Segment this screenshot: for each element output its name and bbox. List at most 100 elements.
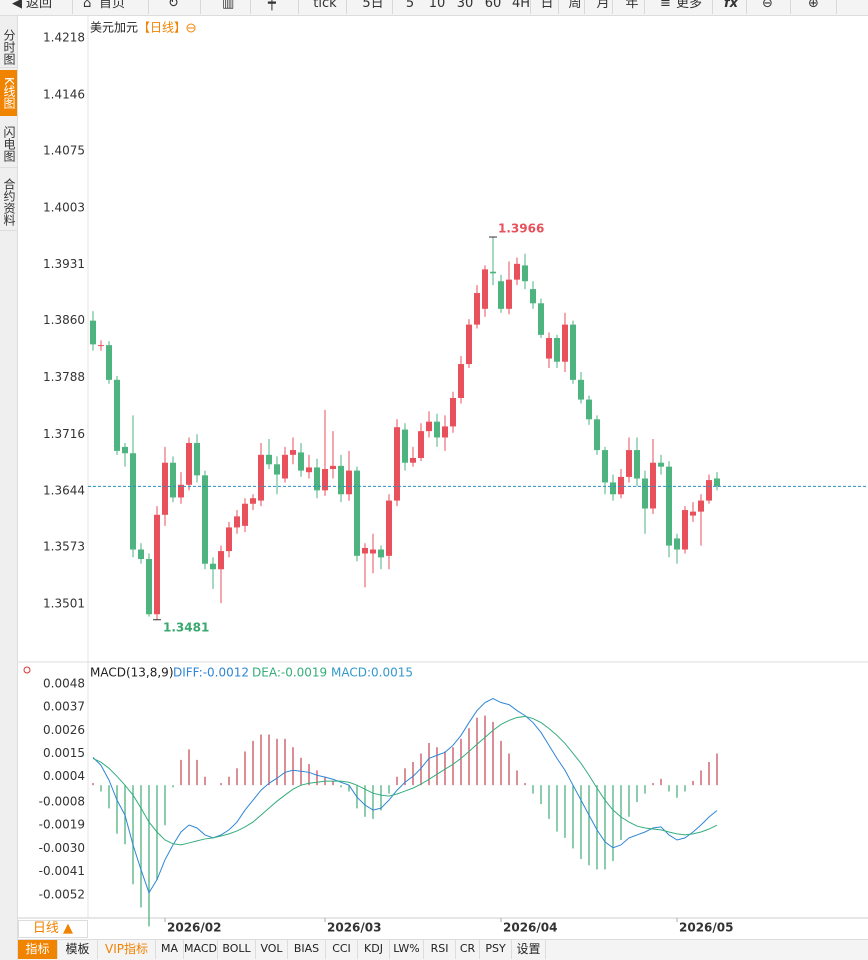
candle-body bbox=[122, 446, 128, 454]
bottom-tab[interactable]: VIP指标 bbox=[98, 940, 156, 959]
chart-title: 美元加元 bbox=[90, 21, 138, 35]
y-tick-label: 1.3573 bbox=[43, 540, 85, 554]
candle-body bbox=[610, 482, 616, 495]
candle-body bbox=[626, 450, 632, 477]
candle-body bbox=[138, 549, 144, 559]
candle-body bbox=[106, 345, 112, 380]
candle-body bbox=[522, 265, 528, 282]
y-tick-label: 1.3788 bbox=[43, 370, 85, 384]
side-tab[interactable]: 闪电图 bbox=[0, 120, 17, 168]
bottom-tab[interactable]: RSI bbox=[424, 940, 456, 959]
candle-body bbox=[594, 419, 600, 451]
bottom-tab[interactable]: 设置 bbox=[512, 940, 546, 959]
side-tab[interactable]: 合约资料 bbox=[0, 173, 17, 231]
candle-body bbox=[690, 511, 696, 516]
candle-body bbox=[186, 442, 192, 485]
toolbar-button[interactable]: 5日 bbox=[362, 0, 384, 11]
toolbar-button[interactable]: 月 bbox=[596, 0, 610, 11]
legend-label: MACD:0.0015 bbox=[331, 666, 413, 680]
candle-body bbox=[146, 558, 152, 615]
toolbar-button[interactable]: tick bbox=[313, 0, 337, 11]
bottom-tab[interactable]: CCI bbox=[326, 940, 358, 959]
candle-body bbox=[274, 464, 280, 475]
toolbar-separator bbox=[392, 0, 393, 14]
candle-body bbox=[98, 345, 104, 347]
candle-body bbox=[474, 293, 480, 325]
toolbar-icon[interactable]: ≡ bbox=[660, 0, 671, 11]
toolbar-button[interactable]: 年 bbox=[625, 0, 639, 11]
toolbar-icon[interactable]: ↻ bbox=[168, 0, 179, 11]
candle-body bbox=[706, 480, 712, 501]
candle-body bbox=[554, 338, 560, 362]
candle-body bbox=[586, 399, 592, 420]
toolbar-button[interactable]: 首页 bbox=[98, 0, 125, 11]
toolbar-button[interactable]: 10 bbox=[428, 0, 446, 11]
candle-body bbox=[682, 510, 688, 550]
candle-body bbox=[714, 478, 720, 487]
candle-body bbox=[674, 538, 680, 550]
candle-body bbox=[634, 450, 640, 479]
macd-line bbox=[92, 697, 718, 894]
bottom-tab[interactable]: 模板 bbox=[58, 940, 98, 959]
bottom-tab[interactable]: VOL bbox=[256, 940, 288, 959]
collapse-icon[interactable] bbox=[186, 23, 196, 33]
candle-body bbox=[538, 303, 544, 335]
toolbar-button[interactable]: 返回 bbox=[25, 0, 52, 11]
bottom-tab[interactable]: KDJ bbox=[358, 940, 390, 959]
bottom-tab[interactable]: MACD bbox=[184, 940, 218, 959]
bottom-tab[interactable]: 指标 bbox=[18, 940, 58, 959]
candle-body bbox=[618, 476, 624, 495]
toolbar-button[interactable]: 60 bbox=[484, 0, 502, 11]
toolbar-icon[interactable]: ⊖ bbox=[762, 0, 773, 11]
macd-line bbox=[92, 715, 718, 846]
candle-body bbox=[378, 549, 384, 558]
toolbar-separator bbox=[200, 0, 201, 14]
y-tick-label: -0.0019 bbox=[39, 818, 85, 832]
candle-body bbox=[90, 320, 96, 345]
candle-body bbox=[282, 454, 288, 479]
toolbar-button[interactable]: 30 bbox=[456, 0, 474, 11]
settings-icon[interactable] bbox=[23, 666, 31, 674]
y-tick-label: 1.3644 bbox=[43, 484, 85, 498]
toolbar-separator bbox=[746, 0, 747, 14]
bottom-tab[interactable]: PSY bbox=[480, 940, 512, 959]
toolbar-icon[interactable]: ⊕ bbox=[808, 0, 819, 11]
max-label: 1.3966 bbox=[498, 222, 544, 236]
y-tick-label: 0.0048 bbox=[43, 676, 85, 690]
candle-body bbox=[370, 549, 376, 554]
bottom-tab[interactable]: CR bbox=[456, 940, 480, 959]
toolbar-icon[interactable]: ◀ bbox=[12, 0, 22, 11]
toolbar-button[interactable]: 周 bbox=[568, 0, 582, 11]
toolbar-icon[interactable]: ▥ bbox=[222, 0, 235, 11]
candle-body bbox=[458, 364, 464, 399]
toolbar-button[interactable]: fx bbox=[723, 0, 739, 11]
toolbar-icon[interactable]: ⌂ bbox=[83, 0, 92, 11]
y-tick-label: 1.3501 bbox=[43, 596, 85, 610]
candle-body bbox=[506, 279, 512, 309]
toolbar-button[interactable]: 4H bbox=[511, 0, 531, 11]
candle-body bbox=[178, 484, 184, 498]
candle-body bbox=[114, 379, 120, 451]
legend-label: DEA:-0.0019 bbox=[252, 666, 327, 680]
bottom-tab[interactable]: BIAS bbox=[288, 940, 326, 959]
toolbar-separator bbox=[644, 0, 645, 14]
side-tab[interactable]: K线图 bbox=[0, 70, 17, 116]
toolbar-button[interactable]: 更多 bbox=[675, 0, 702, 11]
candle-body bbox=[242, 503, 248, 526]
period-button[interactable]: 日线 ▲ bbox=[18, 920, 88, 938]
toolbar-separator bbox=[346, 0, 347, 14]
toolbar-button[interactable]: 5 bbox=[405, 0, 415, 11]
x-tick-label: 2026/04 bbox=[503, 921, 557, 935]
candle-body bbox=[498, 281, 504, 309]
toolbar-icon[interactable]: ┿ bbox=[268, 0, 276, 11]
toolbar-button[interactable]: 日 bbox=[540, 0, 554, 11]
candle-body bbox=[226, 527, 232, 552]
bottom-tab[interactable]: BOLL bbox=[218, 940, 256, 959]
bottom-tab[interactable]: LW% bbox=[390, 940, 424, 959]
candle-body bbox=[386, 500, 392, 556]
side-tab[interactable]: 分时图 bbox=[0, 26, 17, 68]
bottom-tab[interactable]: MA bbox=[156, 940, 184, 959]
candle-body bbox=[418, 431, 424, 458]
side-bar: 分时图 K线图闪电图合约资料 bbox=[0, 16, 18, 960]
